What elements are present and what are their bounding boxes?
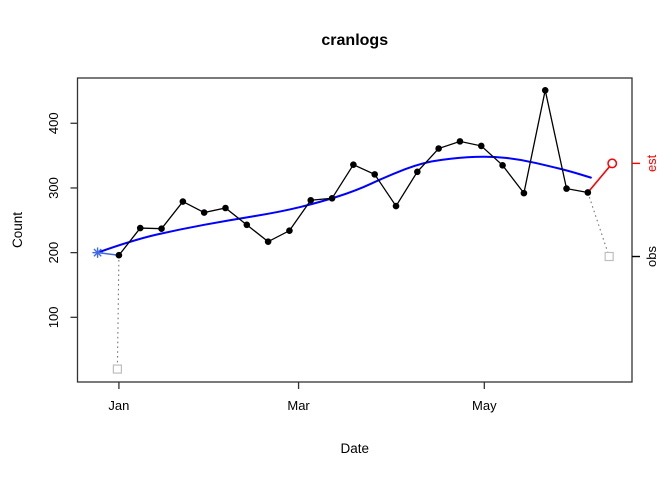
observed-point [158,225,165,233]
est-circle-marker [607,158,618,169]
observed-point [477,142,485,150]
observed-series [115,86,592,259]
observed-point [392,202,400,210]
smooth-trend-path [96,155,592,254]
y-tick-label: 200 [46,242,61,264]
observed-point [541,86,549,94]
axes-ticks: Jan Mar May 100 200 300 400 [46,112,497,413]
auxiliary-marks [92,158,618,374]
y-tick-label: 100 [46,306,61,328]
x-axis-title: Date [340,441,369,456]
observed-point [350,161,357,168]
observed-point [414,168,421,176]
observed-line [118,90,588,256]
observed-point [200,209,208,216]
observed-point [243,221,251,229]
right-label-est: est [644,154,659,172]
observed-point [456,138,464,145]
observed-point [222,204,229,212]
est-connector [587,162,613,193]
observed-point [179,198,187,205]
outlier-dotted-connector [587,192,610,257]
observed-point [264,238,272,245]
observed-point [520,189,528,197]
plot-box [76,77,633,383]
right-axis-labels: est obs [632,154,659,267]
observed-point [115,251,123,259]
x-tick-label: Jan [108,398,129,413]
y-axis-title: Count [10,212,25,248]
observed-point [286,227,293,234]
observed-point [136,224,144,232]
observed-point [584,189,592,196]
obs-square-marker [604,251,614,262]
observed-point [307,196,315,204]
outlier-dotted-connector [116,255,120,370]
chart-title: cranlogs [321,32,388,49]
x-tick-label: May [472,398,497,413]
start-asterisk-marker [93,248,102,257]
right-label-obs: obs [644,246,659,267]
observed-point [371,171,378,178]
obs-square-marker [112,364,122,374]
observed-point [435,145,442,152]
y-tick-label: 300 [46,177,61,199]
observed-point [563,185,570,192]
observed-point [499,162,506,169]
y-tick-label: 400 [46,112,61,134]
smooth-trend-line [96,155,592,254]
observed-point [328,195,336,202]
x-tick-label: Mar [287,398,310,413]
